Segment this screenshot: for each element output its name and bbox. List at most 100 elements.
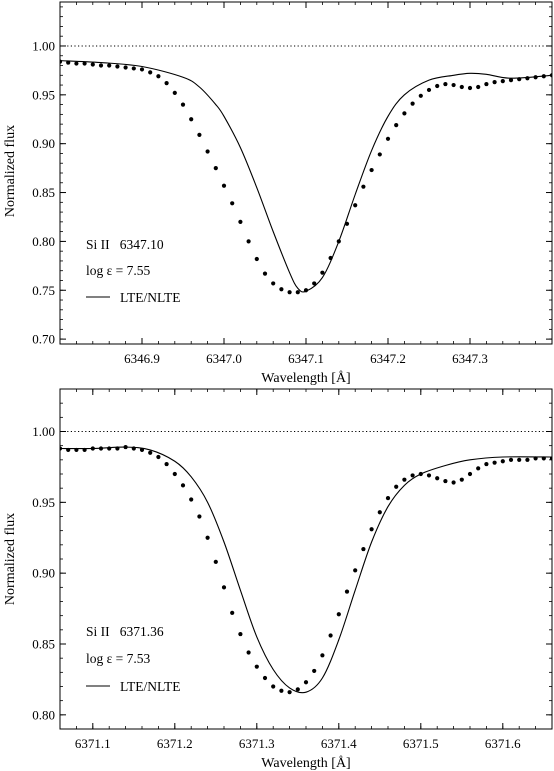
bottom-y-tick-label: 1.00: [32, 424, 55, 439]
bottom-observed-point: [500, 459, 505, 464]
top-observed-point: [402, 111, 407, 116]
top-observed-point: [525, 76, 530, 81]
bottom-observed-point: [221, 585, 227, 590]
bottom-observed-point: [172, 471, 177, 477]
top-observed-point: [115, 64, 120, 69]
top-observed-point: [238, 219, 243, 224]
bottom-observed-point: [410, 473, 415, 478]
top-observed-point: [328, 255, 333, 261]
top-observed-point: [435, 83, 440, 89]
bottom-observed-point: [517, 457, 522, 462]
top-observed-point: [418, 93, 423, 98]
top-line-id-label: Si II 6347.10: [86, 237, 164, 252]
top-observed-point: [60, 59, 63, 64]
bottom-observed-point: [533, 456, 538, 461]
top-observed-point: [500, 79, 505, 84]
top-x-axis-label: Wavelength [Å]: [261, 370, 350, 386]
bottom-observed-point: [246, 650, 251, 655]
bottom-observed-point: [287, 690, 292, 695]
bottom-observed-point: [107, 446, 112, 451]
bottom-observed-point: [418, 471, 423, 477]
bottom-observed-point: [197, 514, 202, 519]
bottom-observed-point: [369, 527, 374, 532]
top-observed-point: [221, 183, 227, 188]
top-observed-point: [287, 290, 292, 295]
top-observed-point: [164, 81, 169, 86]
bottom-observed-point: [115, 446, 120, 451]
bottom-observed-point: [90, 446, 95, 451]
top-observed-point: [139, 67, 145, 72]
top-observed-point: [98, 63, 104, 68]
top-observed-point: [74, 61, 79, 66]
top-observed-point: [476, 84, 481, 90]
bottom-observed-point: [492, 460, 497, 465]
top-observed-point: [492, 80, 497, 85]
top-observed-point: [90, 62, 95, 67]
bottom-observed-point: [459, 477, 464, 482]
bottom-observed-point: [213, 559, 218, 564]
bottom-data-series: [60, 444, 552, 695]
top-observed-point: [205, 149, 210, 154]
bottom-y-axis-label: Normalized flux: [3, 513, 18, 605]
top-x-tick-label: 6347.0: [206, 351, 242, 366]
bottom-observed-point: [484, 461, 489, 467]
top-x-tick-label: 6347.3: [452, 351, 488, 366]
top-observed-point: [320, 270, 325, 275]
top-observed-point: [369, 167, 374, 173]
top-observed-point: [541, 74, 546, 79]
bottom-observed-point: [402, 477, 407, 482]
top-legend-label: LTE/NLTE: [120, 290, 181, 305]
top-observed-point: [394, 123, 399, 128]
top-observed-point: [377, 152, 382, 157]
bottom-observed-point: [66, 447, 71, 453]
bottom-observed-point: [549, 456, 552, 461]
bottom-observed-point: [541, 456, 546, 461]
top-observed-point: [279, 287, 284, 292]
bottom-observed-point: [344, 589, 350, 594]
top-observed-point: [336, 239, 341, 244]
bottom-observed-point: [164, 461, 169, 467]
bottom-observed-point: [271, 684, 276, 689]
top-observed-point: [213, 166, 218, 171]
bottom-observed-point: [205, 535, 210, 540]
bottom-observed-point: [180, 483, 186, 488]
top-observed-point: [66, 60, 71, 65]
bottom-observed-point: [303, 680, 309, 685]
top-panel-si-ii-6347: 6346.9 6347.0 6347.1 6347.2 6347.3 0.70 0.75 0.…: [3, 1, 553, 386]
top-observed-point: [123, 65, 128, 70]
top-y-tick-label: 0.90: [32, 136, 55, 151]
bottom-observed-point: [238, 631, 243, 637]
bottom-x-tick-label: 6371.2: [157, 736, 193, 751]
top-observed-point: [172, 90, 177, 95]
bottom-plot-frame: [59, 388, 553, 730]
top-observed-point: [312, 281, 317, 286]
top-observed-point: [107, 63, 112, 68]
top-x-tick-label: 6346.9: [124, 351, 160, 366]
bottom-observed-point: [451, 480, 456, 485]
bottom-observed-point: [98, 446, 104, 451]
bottom-observed-point: [295, 687, 300, 692]
top-observed-point: [156, 74, 161, 79]
top-observed-point: [271, 281, 276, 286]
top-observed-point: [303, 288, 309, 293]
top-observed-point: [189, 117, 194, 122]
top-observed-point: [443, 81, 448, 87]
bottom-x-tick-label: 6371.4: [321, 736, 357, 751]
top-observed-point: [484, 81, 489, 87]
bottom-observed-point: [156, 454, 161, 460]
top-observed-point: [295, 290, 300, 295]
top-x-tick-label: 6347.1: [288, 351, 324, 366]
top-observed-point: [254, 256, 259, 262]
bottom-observed-point: [525, 457, 530, 462]
top-y-tick-label: 0.70: [32, 332, 55, 347]
bottom-observed-point: [139, 447, 145, 453]
bottom-observed-point: [394, 484, 399, 489]
bottom-legend-label: LTE/NLTE: [120, 679, 181, 694]
top-observed-point: [82, 61, 87, 66]
top-observed-point: [426, 87, 432, 93]
bottom-observed-point: [353, 568, 358, 573]
top-observed-point: [410, 101, 415, 106]
top-observed-point: [246, 239, 251, 244]
bottom-x-tick-label: 6371.5: [403, 736, 439, 751]
